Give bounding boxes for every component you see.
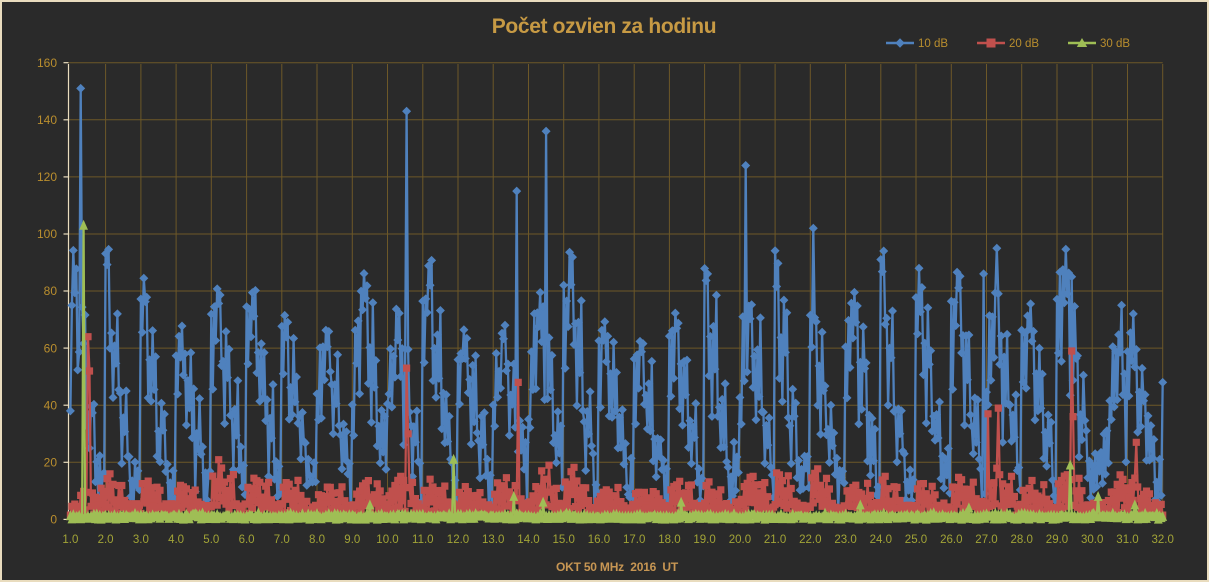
svg-text:10.0: 10.0 bbox=[376, 534, 398, 546]
svg-text:20.0: 20.0 bbox=[729, 534, 751, 546]
svg-text:12.0: 12.0 bbox=[447, 534, 469, 546]
svg-text:32.0: 32.0 bbox=[1152, 534, 1174, 546]
svg-text:20 dB: 20 dB bbox=[1009, 38, 1039, 50]
svg-text:30.0: 30.0 bbox=[1081, 534, 1103, 546]
svg-text:19.0: 19.0 bbox=[693, 534, 715, 546]
svg-text:17.0: 17.0 bbox=[623, 534, 645, 546]
svg-text:15.0: 15.0 bbox=[553, 534, 575, 546]
svg-text:140: 140 bbox=[37, 113, 57, 127]
svg-text:80: 80 bbox=[44, 284, 58, 298]
svg-text:20: 20 bbox=[44, 456, 58, 470]
svg-text:OKT 50 MHz 2016 UT: OKT 50 MHz 2016 UT bbox=[556, 560, 679, 574]
svg-text:6.0: 6.0 bbox=[239, 534, 255, 546]
svg-text:40: 40 bbox=[44, 398, 58, 412]
svg-text:18.0: 18.0 bbox=[658, 534, 680, 546]
svg-text:16.0: 16.0 bbox=[588, 534, 610, 546]
svg-text:30 dB: 30 dB bbox=[1100, 38, 1130, 50]
svg-text:7.0: 7.0 bbox=[274, 534, 290, 546]
svg-text:60: 60 bbox=[44, 341, 58, 355]
svg-text:8.0: 8.0 bbox=[309, 534, 325, 546]
svg-text:100: 100 bbox=[37, 227, 57, 241]
svg-text:24.0: 24.0 bbox=[870, 534, 892, 546]
svg-text:25.0: 25.0 bbox=[905, 534, 927, 546]
svg-text:28.0: 28.0 bbox=[1011, 534, 1033, 546]
svg-text:14.0: 14.0 bbox=[517, 534, 539, 546]
svg-text:21.0: 21.0 bbox=[764, 534, 786, 546]
svg-text:29.0: 29.0 bbox=[1046, 534, 1068, 546]
svg-text:1.0: 1.0 bbox=[62, 534, 78, 546]
svg-text:26.0: 26.0 bbox=[940, 534, 962, 546]
svg-text:5.0: 5.0 bbox=[203, 534, 219, 546]
svg-text:9.0: 9.0 bbox=[344, 534, 360, 546]
svg-text:3.0: 3.0 bbox=[133, 534, 149, 546]
svg-text:2.0: 2.0 bbox=[98, 534, 114, 546]
svg-text:27.0: 27.0 bbox=[975, 534, 997, 546]
svg-text:22.0: 22.0 bbox=[799, 534, 821, 546]
svg-text:4.0: 4.0 bbox=[168, 534, 184, 546]
svg-text:31.0: 31.0 bbox=[1116, 534, 1138, 546]
svg-text:10 dB: 10 dB bbox=[918, 38, 948, 50]
svg-text:23.0: 23.0 bbox=[834, 534, 856, 546]
svg-text:160: 160 bbox=[37, 56, 57, 70]
svg-text:Počet ozvien za hodinu: Počet ozvien za hodinu bbox=[492, 15, 717, 38]
svg-text:11.0: 11.0 bbox=[412, 534, 434, 546]
svg-text:13.0: 13.0 bbox=[482, 534, 504, 546]
svg-text:0: 0 bbox=[50, 513, 57, 527]
svg-text:120: 120 bbox=[37, 170, 57, 184]
